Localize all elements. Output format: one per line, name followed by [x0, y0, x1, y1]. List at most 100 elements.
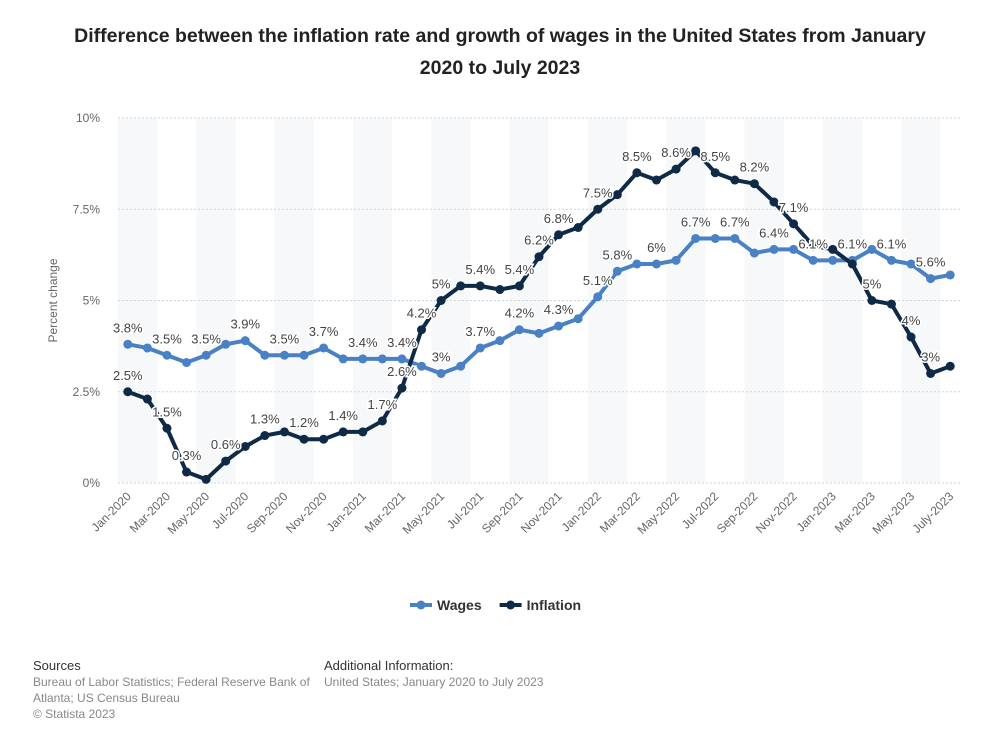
data-point — [495, 336, 505, 346]
x-tick-label: Jan-2023 — [794, 489, 840, 535]
legend-label: Inflation — [527, 597, 581, 613]
data-label: 5.1% — [583, 273, 613, 288]
y-tick-label: 5% — [83, 294, 101, 308]
data-label: 0.6% — [211, 437, 241, 452]
data-label: 2.6% — [387, 364, 417, 379]
legend: Wages Inflation — [410, 597, 581, 613]
legend-marker — [416, 600, 426, 610]
data-point — [554, 230, 564, 240]
data-label: 2.5% — [113, 368, 143, 383]
data-point — [240, 442, 250, 451]
data-point — [945, 270, 955, 280]
data-point — [182, 467, 192, 477]
data-point — [612, 266, 622, 276]
data-point — [338, 427, 348, 437]
data-label: 6.7% — [681, 214, 711, 229]
data-label: 1.5% — [152, 404, 182, 419]
data-point — [945, 361, 955, 371]
data-label: 5.8% — [603, 247, 633, 262]
data-label: 3.5% — [152, 331, 182, 346]
data-label: 5% — [862, 277, 881, 292]
data-point — [319, 434, 329, 444]
data-point — [436, 296, 446, 305]
data-point — [397, 383, 407, 393]
data-label: 0.3% — [172, 448, 202, 463]
data-label: 8.2% — [740, 160, 770, 175]
x-tick-label: Nov-2021 — [518, 489, 565, 536]
data-point — [495, 285, 505, 295]
data-point — [377, 416, 387, 426]
data-point — [162, 423, 172, 433]
x-tick-label: Jan-2022 — [559, 489, 605, 535]
data-point — [142, 394, 152, 404]
data-point — [514, 325, 524, 335]
legend-label: Wages — [437, 597, 482, 613]
data-point — [867, 296, 877, 305]
data-point — [789, 219, 799, 229]
data-point — [319, 343, 329, 353]
data-point — [593, 292, 603, 302]
data-point — [749, 179, 759, 189]
data-point — [808, 241, 818, 251]
data-point — [926, 369, 936, 378]
data-point — [906, 332, 916, 342]
data-label: 1.3% — [250, 412, 280, 427]
legend-marker — [506, 600, 516, 610]
data-point — [749, 248, 759, 258]
data-point — [632, 259, 642, 269]
data-label: 6.1% — [798, 236, 828, 251]
data-point — [730, 233, 740, 243]
data-label: 4% — [902, 313, 921, 328]
data-point — [221, 339, 231, 349]
data-point — [789, 244, 799, 254]
data-point — [710, 233, 720, 243]
data-label: 8.5% — [622, 149, 652, 164]
x-tick-label: Nov-2022 — [753, 489, 800, 536]
data-label: 5.4% — [505, 262, 535, 277]
x-tick-label: May-2022 — [635, 489, 683, 537]
data-point — [828, 255, 838, 265]
chart-title: Difference between the inflation rate an… — [74, 25, 926, 79]
data-label: 3% — [921, 350, 940, 365]
data-point — [397, 354, 407, 364]
data-point — [514, 281, 524, 291]
data-label: 8.6% — [661, 145, 691, 160]
data-point — [279, 427, 289, 437]
x-tick-label: Sep-2021 — [479, 489, 526, 536]
data-label: 3.4% — [387, 335, 417, 350]
data-point — [201, 474, 211, 484]
x-tick-label: May-2023 — [870, 489, 918, 537]
data-point — [612, 190, 622, 200]
x-tick-label: Sep-2022 — [714, 489, 761, 536]
data-point — [847, 259, 857, 269]
data-point — [142, 343, 152, 353]
data-label: 3.7% — [309, 324, 339, 339]
data-label: 5.6% — [916, 255, 946, 270]
data-point — [182, 358, 192, 368]
data-point — [534, 252, 544, 262]
x-tick-label: Sep-2020 — [244, 489, 291, 536]
data-point — [926, 274, 936, 284]
data-point — [808, 255, 818, 265]
data-point — [123, 339, 133, 349]
data-point — [358, 427, 368, 437]
y-axis-title: Percent change — [46, 258, 60, 342]
data-label: 3% — [432, 350, 451, 365]
data-label: 3.4% — [348, 335, 378, 350]
data-point — [201, 350, 211, 360]
data-label: 1.2% — [289, 415, 319, 430]
y-tick-label: 0% — [83, 476, 101, 490]
data-point — [456, 281, 466, 291]
data-point — [162, 350, 172, 360]
data-point — [260, 431, 270, 441]
data-point — [475, 343, 485, 353]
data-point — [573, 223, 583, 232]
data-point — [886, 255, 896, 265]
data-label: 3.5% — [270, 331, 300, 346]
data-point — [769, 197, 779, 207]
data-point — [554, 321, 564, 331]
x-tick-label: Jan-2021 — [324, 489, 370, 535]
sources-heading: Sources — [33, 658, 81, 673]
data-point — [867, 244, 877, 254]
x-tick-label: May-2021 — [400, 489, 448, 537]
